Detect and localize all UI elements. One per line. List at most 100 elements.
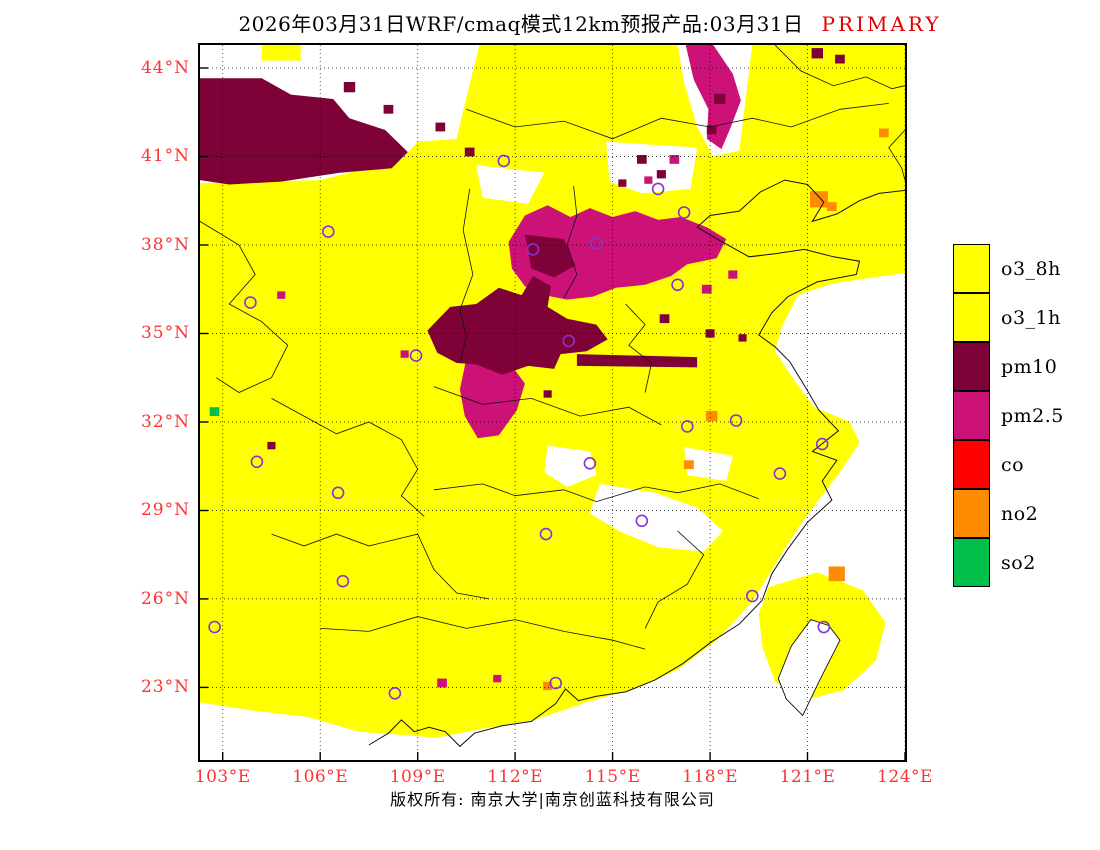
boundaries [200, 45, 905, 748]
legend-label: no2 [1001, 502, 1039, 525]
city-marker [322, 225, 335, 238]
no2-dot [684, 460, 694, 470]
city-marker [336, 574, 350, 588]
city-marker [680, 420, 694, 433]
region-taiwan-island [777, 619, 841, 717]
map-frame [198, 43, 907, 762]
pm10-dot [656, 170, 666, 179]
lon-tick-label: 124°E [877, 767, 933, 787]
province-border-fujian [644, 530, 705, 629]
pm25-dot [437, 678, 447, 688]
legend-swatch [953, 440, 990, 489]
legend-item-pm2.5: pm2.5 [953, 391, 1064, 440]
title-primary-tag: PRIMARY [821, 12, 942, 36]
legend-label: so2 [1001, 551, 1036, 574]
lon-tick-label: 112°E [487, 767, 544, 787]
pm10-dot [659, 314, 670, 324]
legend-item-no2: no2 [953, 489, 1064, 538]
pm10-dot [714, 93, 726, 105]
lat-tick-label: 32°N [140, 411, 190, 432]
city-marker [208, 620, 221, 634]
pm25-dot [701, 284, 712, 294]
no2-dot [828, 566, 845, 582]
region-pm25-north-china [508, 205, 727, 300]
pm10-dot [637, 155, 647, 164]
city-marker [745, 589, 759, 603]
city-marker [409, 349, 423, 362]
city-marker [539, 527, 553, 541]
province-border-dongbei [774, 45, 905, 90]
city-marker [817, 620, 831, 634]
lon-tick-label: 118°E [682, 767, 738, 787]
pollutant-dots [209, 48, 889, 691]
no2-dot [827, 202, 837, 211]
legend-label: pm2.5 [1001, 404, 1064, 427]
province-border-shaanxi [459, 188, 474, 364]
lat-tick-label: 29°N [140, 500, 190, 521]
city-marker [815, 437, 829, 451]
region-o3-topleft-patch [261, 45, 301, 61]
city-marker [388, 686, 402, 700]
pm10-dot [618, 179, 627, 187]
province-border-gansu [200, 221, 289, 393]
pm10-dot [361, 135, 370, 143]
city-marker [635, 514, 649, 528]
legend: o3_8h o3_1h pm10 pm2.5 co no2 so2 [953, 244, 1064, 587]
city-marker [250, 455, 264, 469]
legend-item-o3_8h: o3_8h [953, 244, 1064, 293]
province-border-yangtze [433, 483, 759, 503]
city-marker [671, 278, 684, 292]
region-white-gap-hubei [544, 445, 597, 487]
pm25-dot [277, 291, 286, 299]
region-pm10-central [427, 276, 608, 375]
page-title: 2026年03月31日WRF/cmaq模式12km预报产品:03月31日 PRIM… [90, 8, 1090, 37]
pm10-dot [543, 390, 552, 398]
city-marker [583, 456, 597, 470]
city-marker [562, 334, 576, 348]
city-marker [773, 467, 787, 480]
axis-ticks [200, 67, 905, 760]
lon-tick-label: 106°E [292, 767, 349, 787]
city-marker [331, 486, 345, 500]
lat-tick-label: 26°N [140, 588, 190, 609]
pm10-dot [343, 82, 356, 93]
lat-tick-label: 35°N [140, 323, 190, 344]
pm10-dot [464, 147, 475, 157]
pm10-dot [383, 104, 394, 114]
pm10-dot [835, 54, 845, 64]
city-marker [651, 182, 665, 196]
lon-tick-label: 109°E [389, 767, 446, 787]
region-pm10-northwest [200, 78, 408, 185]
province-border-guizhou [271, 533, 490, 600]
legend-swatch [953, 489, 990, 538]
pollutant-regions [200, 45, 905, 738]
pm25-dot [728, 270, 738, 279]
region-white-gap-jiangxi [589, 483, 724, 552]
legend-item-o3_1h: o3_1h [953, 293, 1064, 342]
region-pm25-west-hubei [459, 358, 525, 439]
city-marker [526, 243, 540, 256]
legend-item-so2: so2 [953, 538, 1064, 587]
pm10-dot [706, 125, 717, 135]
legend-label: o3_1h [1001, 306, 1061, 329]
no2-dot [810, 191, 828, 208]
legend-label: o3_8h [1001, 257, 1061, 280]
pm25-dot [644, 176, 653, 184]
city-marker [244, 296, 257, 309]
map-canvas [200, 45, 905, 760]
no2-dot [879, 128, 889, 138]
region-pm10-east-arm [576, 354, 698, 368]
lon-tick-label: 115°E [584, 767, 641, 787]
province-border-shanxi-hebei [563, 185, 578, 299]
legend-label: co [1001, 453, 1025, 476]
so2-dot [209, 407, 220, 416]
lon-tick-label: 103°E [194, 767, 251, 787]
legend-swatch [953, 538, 990, 587]
title-text: 2026年03月31日WRF/cmaq模式12km预报产品:03月31日 [238, 12, 804, 36]
legend-swatch [953, 391, 990, 440]
city-marker [497, 154, 511, 168]
pm10-dot [811, 48, 823, 59]
no2-dot [543, 681, 553, 691]
pm25-dot [493, 674, 502, 683]
lat-tick-label: 38°N [140, 234, 190, 255]
